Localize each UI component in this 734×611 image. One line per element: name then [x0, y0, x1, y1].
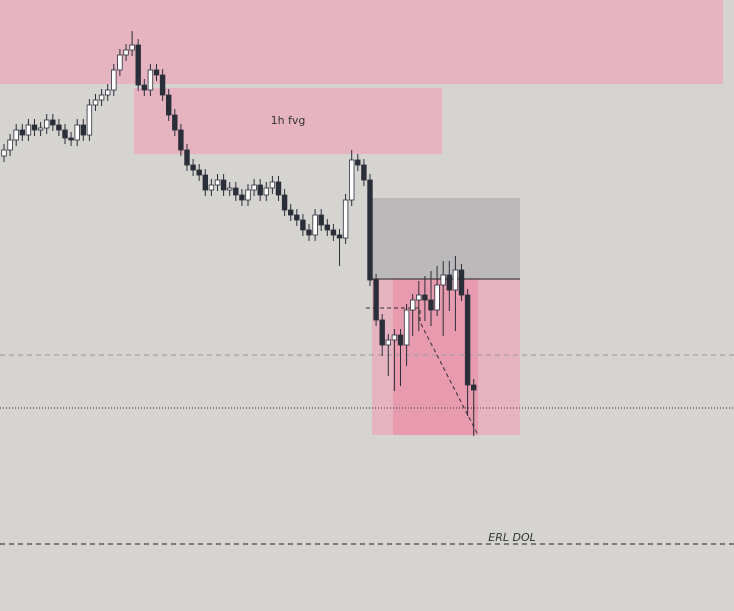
candle-body: [306, 229, 312, 236]
candle-body: [458, 269, 465, 296]
candle-body: [397, 334, 404, 346]
candle-body: [50, 119, 56, 126]
candle-body: [239, 194, 245, 201]
candle-body: [257, 184, 263, 196]
candle-body: [74, 124, 80, 141]
candle-body: [263, 187, 269, 196]
annotation: ERL DOL: [488, 531, 535, 544]
candle-body: [233, 187, 239, 196]
candle-body: [330, 229, 337, 236]
candle-body: [190, 164, 196, 171]
candle-body: [391, 334, 398, 341]
candle-body: [123, 49, 129, 56]
candle-body: [300, 219, 306, 231]
candle-body: [19, 129, 25, 136]
candle-body: [348, 159, 355, 201]
candle-body: [416, 294, 422, 301]
candle-body: [44, 119, 50, 129]
candle-body: [105, 89, 111, 96]
candle-body: [111, 69, 117, 91]
candle-body: [385, 339, 391, 346]
candle-body: [7, 139, 13, 151]
candle-body: [269, 181, 276, 189]
candle-body: [117, 54, 123, 71]
zone: [0, 0, 723, 84]
candle-body: [31, 124, 38, 131]
candle-body: [165, 94, 172, 116]
candle-body: [275, 181, 282, 196]
candle-body: [355, 159, 361, 166]
candle-body: [178, 129, 184, 151]
candle-body: [294, 214, 300, 221]
candle-body: [373, 279, 379, 321]
candle-body: [172, 114, 178, 131]
candle-body: [98, 94, 105, 101]
candle-body: [287, 209, 294, 216]
candle-body: [184, 149, 190, 166]
candle-body: [68, 137, 74, 141]
candle-body: [464, 294, 471, 386]
candle-body: [13, 129, 19, 141]
candle-body: [324, 224, 330, 231]
candle-body: [379, 319, 385, 346]
candle-body: [159, 74, 166, 96]
candle-body: [336, 234, 343, 239]
candle-body: [422, 294, 428, 301]
candle-body: [135, 44, 141, 86]
candle-body: [196, 169, 202, 176]
candle-body: [434, 284, 440, 311]
candle-body: [409, 299, 416, 311]
candle-body: [147, 69, 154, 91]
annotation: 1h fvg: [271, 114, 306, 127]
candle-body: [281, 194, 288, 211]
candle-body: [208, 184, 215, 191]
candle-body: [452, 269, 459, 291]
candle-body: [92, 99, 99, 106]
candle-body: [245, 189, 251, 201]
candle-body: [226, 187, 233, 191]
fvg-zone: [134, 88, 442, 154]
candle-body: [312, 214, 318, 236]
candle-body: [361, 164, 367, 181]
candle-body: [220, 179, 227, 191]
candle-body: [440, 274, 446, 286]
candle-body: [86, 104, 93, 136]
stop-zone: [372, 198, 520, 279]
candle-body: [446, 274, 452, 291]
candle-body: [214, 179, 221, 186]
candle-body: [129, 44, 135, 51]
candle-body: [62, 129, 68, 139]
candle-body: [153, 69, 160, 76]
candle-body: [251, 184, 257, 191]
candle-body: [367, 179, 373, 281]
candle-body: [428, 299, 434, 311]
candle-body: [80, 124, 86, 136]
candle-body: [202, 174, 208, 191]
candle-body: [25, 124, 32, 136]
candle-body: [403, 309, 410, 346]
candle-body: [470, 384, 477, 391]
candle-body: [1, 149, 7, 157]
candle-body: [141, 84, 147, 91]
candles: [1, 31, 477, 436]
candle-body: [318, 214, 324, 226]
candle-body: [56, 124, 62, 131]
candle-body: [37, 127, 44, 131]
candle-body: [342, 199, 349, 239]
